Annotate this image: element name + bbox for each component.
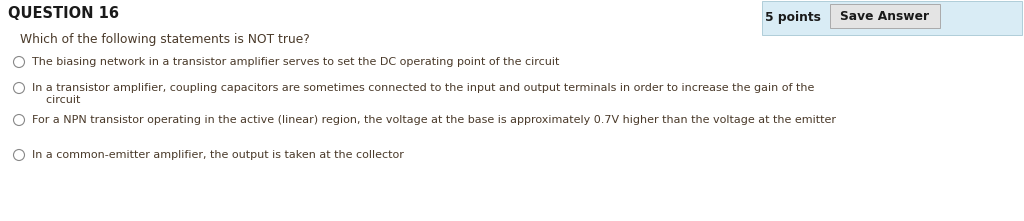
Circle shape — [13, 57, 25, 67]
Text: Save Answer: Save Answer — [841, 11, 930, 23]
Circle shape — [13, 82, 25, 93]
Circle shape — [13, 149, 25, 160]
Text: The biasing network in a transistor amplifier serves to set the DC operating poi: The biasing network in a transistor ampl… — [32, 57, 559, 67]
Text: For a NPN transistor operating in the active (linear) region, the voltage at the: For a NPN transistor operating in the ac… — [32, 115, 836, 125]
Text: circuit: circuit — [32, 95, 80, 105]
Text: QUESTION 16: QUESTION 16 — [8, 6, 119, 21]
FancyBboxPatch shape — [762, 1, 1022, 35]
Text: In a transistor amplifier, coupling capacitors are sometimes connected to the in: In a transistor amplifier, coupling capa… — [32, 83, 814, 93]
Text: In a common-emitter amplifier, the output is taken at the collector: In a common-emitter amplifier, the outpu… — [32, 150, 403, 160]
Text: 5 points: 5 points — [765, 11, 821, 23]
Circle shape — [13, 114, 25, 126]
FancyBboxPatch shape — [830, 4, 940, 28]
Text: Which of the following statements is NOT true?: Which of the following statements is NOT… — [20, 32, 309, 46]
